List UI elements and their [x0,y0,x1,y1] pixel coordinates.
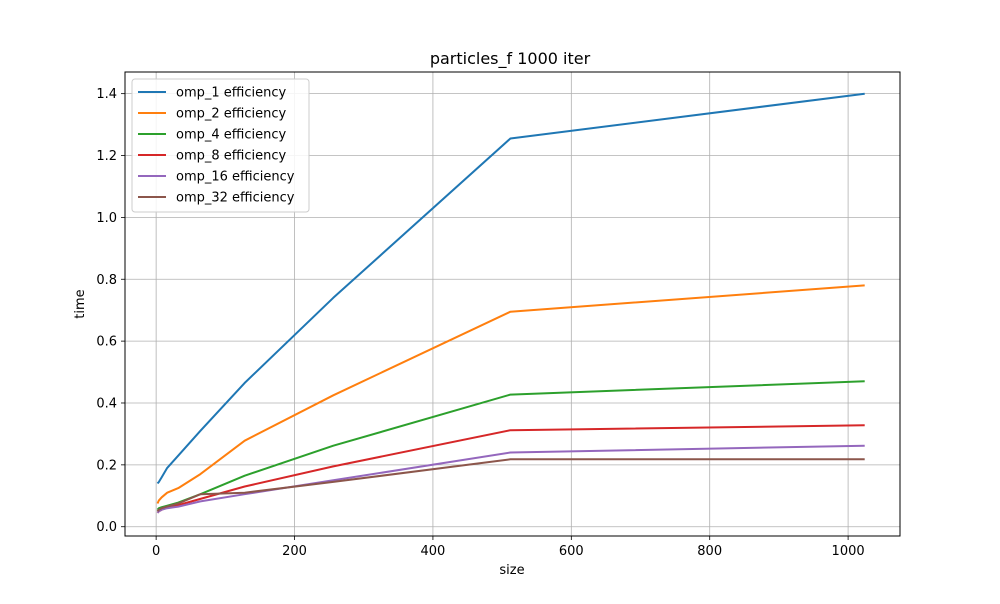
legend-label: omp_1 efficiency [176,86,286,101]
x-tick-label: 800 [697,544,722,559]
x-axis-label: size [499,563,524,578]
chart-title: particles_f 1000 iter [430,49,591,69]
y-tick-label: 0.6 [96,335,117,350]
x-tick-label: 400 [421,544,446,559]
y-axis-label: time [73,289,88,318]
legend-label: omp_8 efficiency [176,149,286,164]
x-tick-label: 200 [282,544,307,559]
series-line-omp-2-efficiency [156,284,865,504]
series-line-omp-32-efficiency [156,458,865,512]
y-tick-label: 1.4 [96,87,117,102]
y-tick-label: 0.4 [96,396,117,411]
axis-ticks: 0 200 400 600 800 1000 0.0 0.2 0.4 0.6 0.8 1.0 1.2 1.… [96,87,864,559]
y-tick-label: 1.2 [96,149,117,164]
legend-box [131,78,310,213]
series-line-omp-1-efficiency [156,92,865,485]
y-tick-label: 0.8 [96,273,117,288]
legend-label: omp_2 efficiency [176,107,286,122]
series-line-omp-16-efficiency [156,444,865,514]
series-lines [156,92,865,514]
y-tick-label: 1.0 [96,211,117,226]
x-tick-label: 1000 [832,544,865,559]
x-tick-label: 600 [559,544,584,559]
legend: omp_1 efficiency omp_2 efficiency omp_4 ef… [131,78,310,213]
legend-label: omp_4 efficiency [176,128,286,143]
grid [125,72,900,536]
y-tick-label: 0.2 [96,458,117,473]
x-tick-label: 0 [152,544,160,559]
plot-frame [124,71,901,537]
legend-label: omp_32 efficiency [176,191,295,206]
legend-label: omp_16 efficiency [176,170,295,185]
y-tick-label: 0.0 [96,520,117,535]
